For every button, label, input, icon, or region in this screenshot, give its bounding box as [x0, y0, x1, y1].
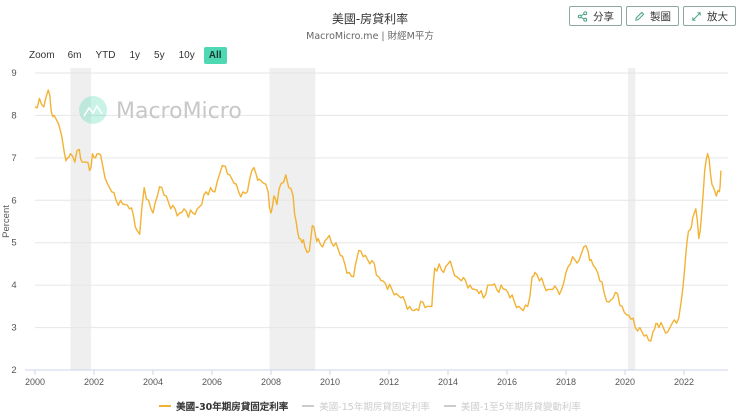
x-tick-label: 2020	[615, 377, 635, 387]
recession-band	[627, 68, 636, 370]
watermark-text: MacroMicro	[116, 99, 242, 124]
y-tick-label: 3	[11, 323, 16, 334]
zoom-label: Zoom	[29, 50, 55, 61]
range-5y-button[interactable]: 5y	[154, 50, 165, 61]
draw-button[interactable]: 製圖	[626, 6, 679, 26]
y-tick-label: 9	[11, 68, 16, 79]
y-tick-label: 6	[11, 195, 16, 206]
legend-label: 美國-15年期房貸固定利率	[319, 402, 430, 413]
range-ytd-button[interactable]: YTD	[95, 50, 116, 61]
x-tick-label: 2018	[556, 377, 576, 387]
range-selector: Zoom 6m YTD 1y 5y 10y All	[29, 47, 231, 64]
y-tick-label: 7	[11, 153, 16, 164]
legend-swatch	[443, 405, 456, 407]
legend-item-arm[interactable]: 美國-1至5年期房貸變動利率	[443, 399, 581, 413]
y-tick-label: 4	[11, 280, 16, 291]
series-line-30yr-fixed	[34, 89, 722, 342]
x-tick-label: 2002	[84, 377, 104, 387]
legend-item-30yr[interactable]: 美國-30年期房貸固定利率	[159, 399, 288, 413]
chart-legend: 美國-30年期房貸固定利率 美國-15年期房貸固定利率 美國-1至5年期房貸變動…	[0, 399, 740, 413]
pencil-icon	[635, 11, 645, 21]
expand-label: 放大	[707, 10, 728, 23]
legend-swatch	[159, 405, 172, 407]
share-icon	[577, 10, 588, 22]
share-label: 分享	[593, 10, 614, 23]
y-tick-label: 8	[11, 110, 16, 121]
x-tick-label: 2000	[25, 377, 45, 387]
expand-icon	[692, 11, 701, 21]
action-buttons: 分享 製圖 放大	[569, 6, 736, 26]
range-6m-button[interactable]: 6m	[67, 50, 82, 61]
x-tick-label: 2016	[497, 377, 517, 387]
legend-swatch	[302, 405, 315, 407]
expand-button[interactable]: 放大	[683, 6, 736, 26]
y-tick-label: 5	[11, 238, 16, 249]
range-1y-button[interactable]: 1y	[129, 50, 141, 61]
logo-chart-glyph-icon	[83, 104, 103, 117]
chart-title: 美國-房貸利率	[331, 12, 409, 26]
chart-subtitle: MacroMicro.me | 財經M平方	[306, 31, 434, 42]
legend-label: 美國-1至5年期房貸變動利率	[460, 402, 581, 413]
legend-label: 美國-30年期房貸固定利率	[176, 402, 289, 413]
draw-label: 製圖	[650, 10, 671, 23]
recession-band	[269, 68, 316, 370]
x-tick-label: 2008	[261, 377, 281, 387]
macromicro-logo-icon	[79, 96, 107, 124]
range-all-button[interactable]: All	[203, 47, 227, 64]
x-tick-label: 2006	[202, 377, 222, 387]
x-tick-label: 2010	[320, 377, 340, 387]
y-axis-label: Percent	[1, 205, 12, 238]
x-tick-label: 2012	[379, 377, 399, 387]
watermark: MacroMicro	[79, 96, 242, 124]
y-tick-label: 2	[11, 365, 16, 376]
line-chart[interactable]: 2 3 4 5 6 7 8 9 2000 2002 2004 2006 2008 2010 2012 2014…	[0, 0, 740, 396]
x-tick-label: 2022	[674, 377, 694, 387]
x-tick-label: 2004	[143, 377, 163, 387]
x-tick-label: 2014	[438, 377, 458, 387]
legend-item-15yr[interactable]: 美國-15年期房貸固定利率	[302, 399, 430, 413]
recession-band	[70, 68, 92, 370]
range-10y-button[interactable]: 10y	[178, 50, 195, 61]
share-button[interactable]: 分享	[569, 6, 622, 26]
